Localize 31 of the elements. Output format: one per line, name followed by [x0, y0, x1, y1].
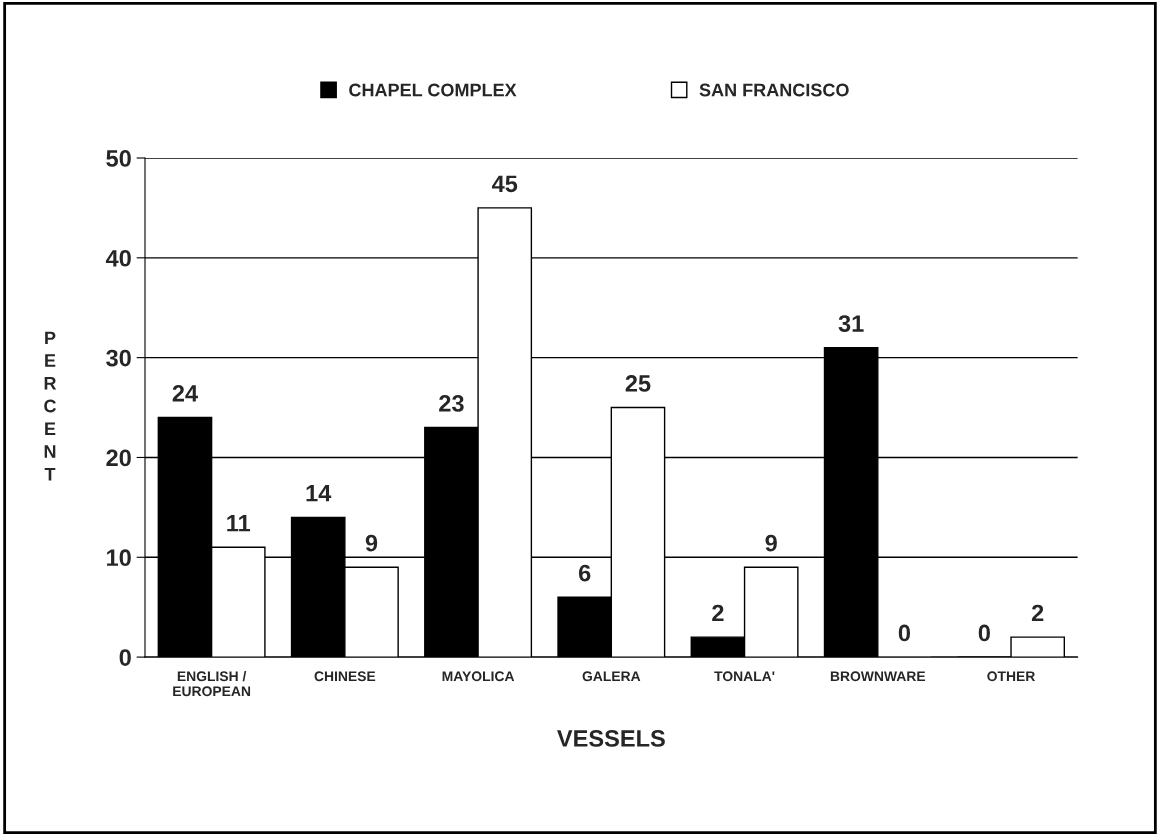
x-tick-label: BROWNWARE: [830, 671, 926, 682]
data-label: 2: [712, 604, 724, 622]
data-label: 45: [491, 175, 518, 193]
data-label: 9: [365, 534, 378, 552]
x-tick-label: TONALA': [714, 671, 775, 682]
x-tick-label: MAYOLICA: [442, 671, 515, 682]
x-axis-title: VESSELS: [557, 730, 665, 747]
data-label: 11: [227, 515, 251, 532]
y-tick-label: 20: [106, 449, 131, 467]
data-label: 0: [898, 624, 911, 642]
y-tick-label: 10: [107, 549, 131, 567]
data-label: 31: [838, 315, 864, 332]
data-label: 2: [1031, 604, 1044, 622]
data-label: 6: [578, 564, 591, 582]
x-tick-label: ENGLISH / EUROPEAN: [173, 670, 251, 697]
legend-label: SAN FRANCISCO: [699, 83, 849, 97]
x-tick-label: CHINESE: [314, 671, 376, 682]
data-label: 0: [978, 624, 990, 642]
data-label: 23: [439, 395, 464, 412]
y-axis-title: PERCENT: [44, 331, 57, 481]
y-tick-label: 0: [119, 649, 131, 666]
x-tick-label: OTHER: [987, 671, 1036, 682]
data-label: 24: [172, 385, 198, 402]
y-tick-label: 40: [105, 249, 131, 267]
y-tick-label: 50: [106, 150, 131, 167]
data-label: 9: [765, 534, 777, 552]
x-tick-label: GALERA: [582, 671, 641, 682]
data-label: 25: [625, 375, 651, 392]
data-label: 14: [306, 485, 332, 502]
legend-label: CHAPEL COMPLEX: [349, 83, 517, 97]
y-tick-label: 30: [106, 349, 131, 367]
